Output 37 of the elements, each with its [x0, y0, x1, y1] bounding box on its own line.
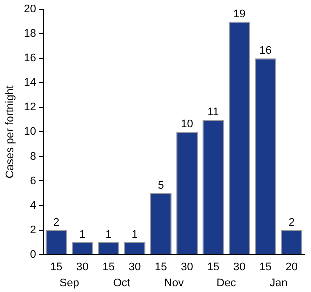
data-label: 10: [181, 118, 194, 131]
y-tick-label: 0: [30, 248, 36, 261]
y-tick-label: 12: [24, 102, 36, 114]
y-tick-label: 4: [30, 200, 36, 212]
y-tick-label: 20: [24, 4, 36, 16]
y-tick-label: 8: [30, 150, 36, 163]
data-label: 11: [208, 106, 220, 118]
text: Sep: [60, 278, 80, 290]
text: Jan: [270, 278, 288, 290]
data-label: 2: [53, 216, 60, 229]
x-tick-label: 20: [286, 261, 298, 274]
data-label: 16: [260, 45, 272, 58]
data-label: 1: [106, 229, 112, 242]
data-label: 2: [288, 216, 295, 229]
data-label: 1: [132, 229, 138, 242]
x-tick-label: 15: [155, 261, 168, 274]
y-tick-label: 14: [24, 77, 36, 90]
y-axis-title: Cases per fortnight: [4, 86, 17, 179]
y-tick-label: 18: [24, 28, 36, 40]
x-tick-label: 15: [102, 261, 115, 274]
x-tick-label: 15: [207, 261, 220, 274]
y-tick-label: 16: [24, 52, 36, 65]
data-label: 19: [233, 8, 246, 20]
y-tick-label: 10: [24, 126, 36, 138]
x-tick-label: 30: [128, 261, 142, 274]
data-label: 5: [158, 180, 164, 192]
x-tick-label: 15: [50, 261, 63, 274]
x-tick-label: 30: [233, 261, 246, 274]
text: Oct: [113, 278, 130, 290]
text: Nov: [164, 278, 184, 290]
y-tick-label: 2: [30, 224, 36, 236]
x-tick-label: 15: [260, 261, 272, 274]
x-tick-label: 30: [181, 261, 194, 274]
text: Dec: [216, 278, 237, 290]
y-tick-label: 6: [30, 175, 36, 188]
data-label: 1: [80, 229, 86, 242]
x-tick-label: 30: [76, 261, 89, 274]
